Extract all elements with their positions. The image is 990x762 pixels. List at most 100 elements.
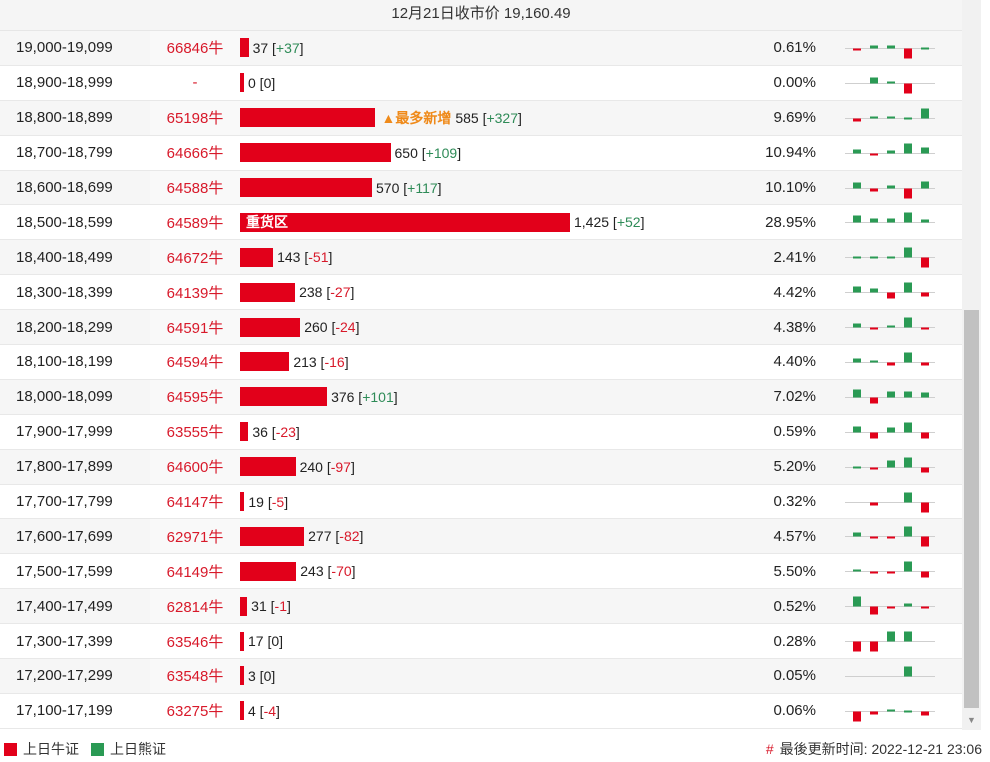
- sparkline-bar: [904, 83, 912, 94]
- outstanding-bar: 重货区: [240, 212, 570, 232]
- percentage: 0.32%: [773, 493, 816, 511]
- count-value: 1,425 [: [574, 214, 617, 231]
- price-range: 17,300-17,399: [16, 632, 113, 650]
- vertical-scrollbar[interactable]: ▼: [962, 0, 981, 730]
- scroll-down-arrow-icon[interactable]: ▼: [967, 715, 976, 725]
- price-range: 17,700-17,799: [16, 493, 113, 511]
- percentage: 0.05%: [773, 667, 816, 685]
- table-row: 17,500-17,599 64149牛 243 [-70] 5.50%: [0, 554, 962, 590]
- cbbc-code-link[interactable]: 63548牛: [166, 668, 224, 686]
- outstanding-bar-cell: 143 [-51]: [240, 240, 760, 274]
- outstanding-count: 17 [0]: [248, 633, 283, 649]
- count-change: +101: [362, 388, 394, 405]
- cbbc-code-link[interactable]: 64588牛: [166, 180, 224, 197]
- sparkline-bar: [870, 153, 878, 156]
- cbbc-code-link[interactable]: 62971牛: [166, 528, 224, 546]
- sparkline-bar: [870, 641, 878, 652]
- header-title: 12月21日收市价 19,160.49: [391, 5, 571, 22]
- most-added-marker: ▲最多新增: [381, 109, 452, 126]
- cbbc-code-link[interactable]: -: [192, 74, 198, 92]
- cbbc-code-link[interactable]: 66846牛: [166, 40, 224, 58]
- legend-swatch: [4, 742, 17, 756]
- outstanding-bar-cell: 0 [0]: [240, 66, 760, 100]
- sparkline-bar: [887, 45, 895, 49]
- sparkline-bar: [921, 292, 929, 297]
- count-bracket: ]: [359, 528, 364, 545]
- sparkline-bar: [870, 536, 878, 539]
- cbbc-code-link[interactable]: 62814牛: [166, 598, 224, 616]
- count-change: 0: [263, 667, 272, 684]
- code-cell-background: [150, 554, 240, 589]
- price-range: 17,200-17,299: [16, 667, 113, 685]
- sparkline-bar: [904, 48, 912, 59]
- count-bracket: ]: [355, 319, 360, 336]
- cbbc-code-link[interactable]: 64139牛: [166, 284, 224, 302]
- count-change: -16: [324, 353, 345, 370]
- count-bracket: ]: [284, 493, 289, 510]
- sparkline-bar: [853, 358, 861, 363]
- cbbc-code-link[interactable]: 63546牛: [166, 633, 224, 651]
- daily-change-sparkline: [845, 77, 935, 94]
- cbbc-code-link[interactable]: 64666牛: [166, 145, 224, 163]
- price-range: 17,500-17,599: [16, 562, 113, 580]
- outstanding-bar-cell: 19 [-5]: [240, 485, 760, 519]
- sparkline-bar: [904, 143, 912, 154]
- count-value: 4 [: [248, 702, 264, 719]
- cbbc-code-link[interactable]: 63555牛: [166, 424, 224, 442]
- sparkline-bar: [921, 257, 929, 268]
- sparkline-bar: [921, 108, 929, 119]
- cbbc-code-link[interactable]: 64147牛: [166, 494, 224, 512]
- outstanding-bar: [240, 457, 296, 477]
- table-row: 18,500-18,599 64589牛 重货区 1,425 [+52] 28.95%: [0, 205, 962, 241]
- cbbc-code-link[interactable]: 64595牛: [166, 389, 224, 407]
- sparkline-bar: [870, 711, 878, 715]
- sparkline-bar: [921, 432, 929, 439]
- count-value: 17 [: [248, 633, 272, 650]
- sparkline-bar: [904, 561, 912, 572]
- outstanding-bar-cell: 31 [-1]: [240, 589, 760, 623]
- cbbc-code-link[interactable]: 64672牛: [166, 249, 224, 267]
- table-row: 17,400-17,499 62814牛 31 [-1] 0.52%: [0, 589, 962, 625]
- sparkline-bar: [904, 117, 912, 120]
- price-range: 17,100-17,199: [16, 702, 113, 720]
- outstanding-bar-cell: 260 [-24]: [240, 310, 760, 344]
- cbbc-code-link[interactable]: 64594牛: [166, 354, 224, 372]
- count-value: 570 [: [376, 179, 408, 196]
- code-cell-background: [150, 449, 240, 484]
- outstanding-bar: [240, 38, 249, 58]
- price-range: 18,200-18,299: [16, 318, 113, 336]
- outstanding-bar-cell: 3 [0]: [240, 659, 760, 693]
- outstanding-bar: [240, 526, 305, 546]
- scrollbar-thumb[interactable]: [964, 310, 979, 708]
- table-row: 17,900-17,999 63555牛 36 [-23] 0.59%: [0, 414, 962, 450]
- price-range: 18,800-18,899: [16, 109, 113, 127]
- cbbc-code-link[interactable]: 64591牛: [166, 319, 224, 337]
- sparkline-bar: [887, 606, 895, 609]
- outstanding-bar-cell: 650 [+109]: [240, 136, 760, 170]
- sparkline-bar: [853, 256, 861, 259]
- cbbc-code-link[interactable]: 64149牛: [166, 563, 224, 581]
- cbbc-code-link[interactable]: 64589牛: [166, 214, 224, 232]
- sparkline-bar: [853, 596, 861, 607]
- daily-change-sparkline: [845, 181, 935, 199]
- sparkline-bar: [853, 286, 861, 293]
- sparkline-bar: [887, 631, 895, 642]
- table-row: 18,200-18,299 64591牛 260 [-24] 4.38%: [0, 310, 962, 346]
- table-row: 17,800-17,899 64600牛 240 [-97] 5.20%: [0, 449, 962, 485]
- sparkline-bar: [904, 710, 912, 713]
- percentage: 0.52%: [773, 597, 816, 615]
- sparkline-bar: [921, 711, 929, 716]
- cbbc-code-link[interactable]: 64600牛: [166, 459, 224, 477]
- count-bracket: ]: [286, 598, 291, 615]
- cbbc-code-link[interactable]: 65198牛: [166, 110, 224, 128]
- outstanding-bar-cell: 570 [+117]: [240, 171, 760, 205]
- count-change: -24: [335, 319, 356, 336]
- sparkline-bar: [904, 188, 912, 199]
- sparkline-bar: [921, 181, 929, 189]
- cbbc-code-link[interactable]: 63275牛: [166, 703, 224, 721]
- sparkline-bar: [853, 389, 861, 398]
- daily-change-sparkline: [845, 631, 935, 652]
- count-value: 376 [: [331, 388, 363, 405]
- count-bracket: ]: [344, 353, 349, 370]
- outstanding-bar: [240, 631, 244, 651]
